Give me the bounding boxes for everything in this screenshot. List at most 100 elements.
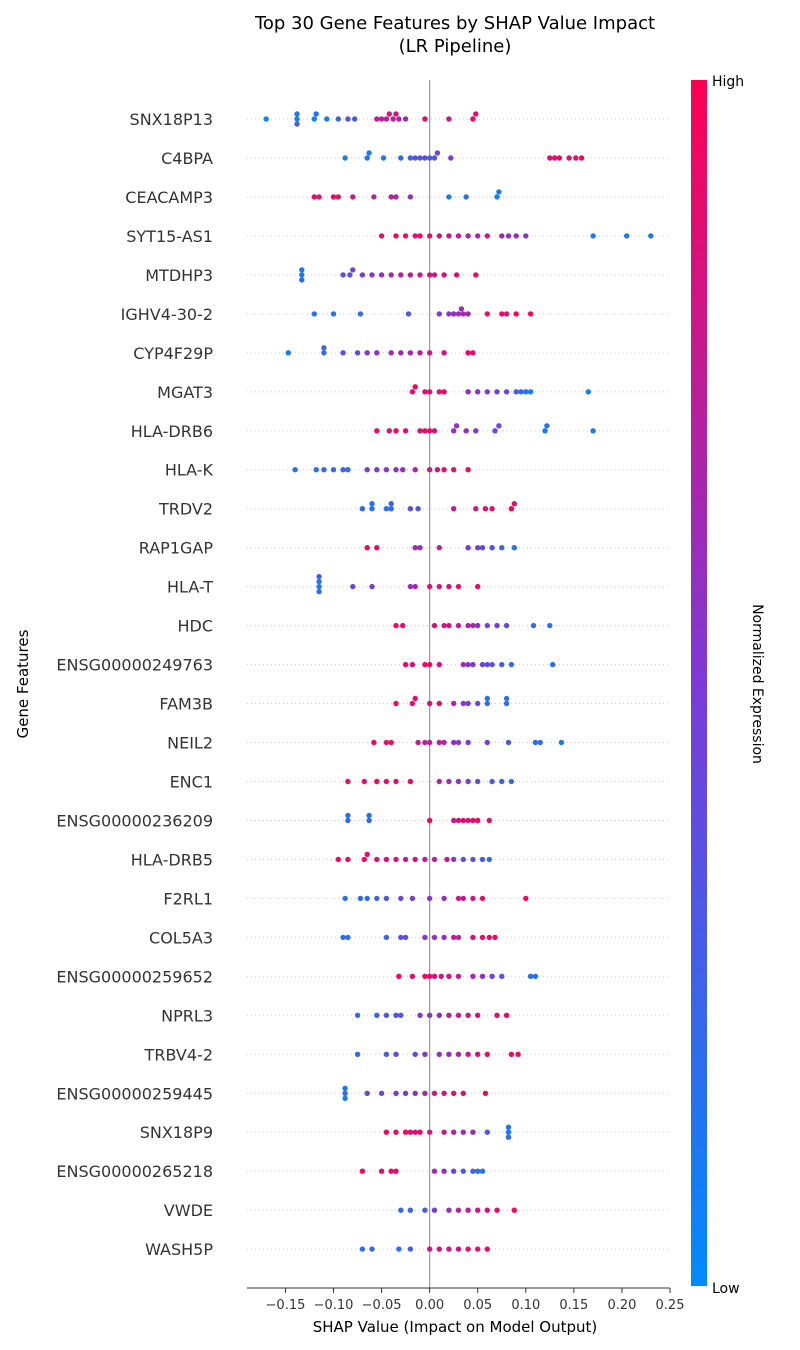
shap-point (479, 973, 486, 979)
shap-point (374, 856, 380, 863)
shap-point (383, 778, 390, 785)
shap-point (451, 1168, 457, 1174)
shap-point (398, 1207, 404, 1213)
shap-point (441, 739, 447, 746)
shap-point (451, 506, 457, 512)
shap-point (527, 389, 534, 395)
shap-point (446, 1246, 452, 1252)
feature-label: TRBV4-2 (144, 1045, 213, 1064)
shap-point (263, 116, 269, 122)
shap-point (489, 545, 495, 551)
shap-point (463, 194, 469, 200)
shap-point (431, 155, 438, 161)
shap-point (484, 233, 490, 239)
shap-point (412, 1051, 418, 1058)
x-tick-label: 0.25 (656, 1298, 685, 1313)
shap-point (460, 1168, 466, 1174)
shap-point (412, 856, 418, 863)
shap-point (446, 583, 452, 590)
shap-point (427, 1246, 433, 1252)
shap-point (294, 121, 300, 127)
shap-point (422, 389, 428, 395)
shap-point (489, 506, 495, 512)
shap-point (473, 272, 479, 278)
shap-point (499, 233, 505, 239)
shap-point (374, 467, 380, 473)
shap-point (409, 895, 416, 902)
shap-point (508, 1051, 515, 1058)
shap-point (465, 700, 471, 707)
shap-point (484, 695, 490, 702)
shap-point (431, 428, 438, 434)
shap-point (407, 1129, 414, 1135)
feature-label: ENSG00000259652 (56, 967, 213, 986)
shap-point (460, 311, 466, 317)
shap-point (494, 622, 500, 629)
shap-point (299, 267, 305, 273)
shap-point (470, 661, 476, 668)
shap-point (427, 973, 433, 979)
feature-label: WASH5P (145, 1240, 213, 1259)
shap-point (359, 272, 366, 278)
feature-label: IGHV4-30-2 (121, 305, 213, 324)
feature-label: CEACAMP3 (125, 188, 213, 207)
x-tick-label: 0.10 (511, 1298, 540, 1313)
shap-point (383, 739, 390, 746)
shap-point (470, 973, 476, 979)
shap-point (393, 1090, 399, 1097)
x-tick-label: 0.05 (463, 1298, 492, 1313)
shap-point (470, 934, 476, 941)
shap-point (427, 155, 433, 161)
shap-point (340, 467, 346, 473)
shap-point (393, 622, 399, 629)
shap-point (475, 1051, 481, 1058)
shap-point (374, 1012, 380, 1018)
shap-point (417, 272, 423, 278)
shap-point (441, 1090, 447, 1097)
shap-point (386, 111, 392, 117)
shap-point (383, 506, 390, 512)
shap-point (499, 661, 505, 668)
shap-point (465, 545, 471, 551)
shap-point (342, 1090, 348, 1097)
shap-point (455, 1051, 462, 1058)
shap-point (453, 272, 460, 278)
shap-point (444, 856, 450, 863)
shap-point (470, 856, 476, 863)
shap-point (316, 578, 322, 585)
shap-point (455, 622, 462, 629)
shap-point (499, 778, 505, 785)
shap-point (364, 467, 370, 473)
shap-point (383, 1012, 390, 1018)
shap-point (455, 583, 462, 590)
shap-point (475, 1207, 481, 1213)
shap-point (427, 1129, 433, 1135)
shap-point (321, 467, 327, 473)
shap-point (547, 155, 553, 161)
shap-point (364, 350, 370, 356)
shap-point (357, 311, 364, 317)
shap-point (455, 311, 462, 317)
shap-point (412, 583, 418, 590)
shap-point (460, 1129, 466, 1135)
shap-point (479, 856, 486, 863)
feature-label: RAP1GAP (139, 539, 214, 558)
shap-point (441, 895, 447, 902)
shap-point (407, 194, 414, 200)
shap-point (475, 1246, 481, 1252)
shap-point (518, 389, 524, 395)
shap-point (505, 1124, 512, 1130)
x-tick-label: −0.15 (266, 1298, 306, 1313)
shap-point (508, 506, 515, 512)
shap-point (473, 111, 479, 117)
shap-point (371, 194, 377, 200)
shap-point (460, 661, 466, 668)
shap-point (451, 428, 457, 434)
feature-label: NEIL2 (167, 734, 213, 753)
shap-point (388, 1168, 394, 1174)
shap-point (441, 350, 447, 356)
shap-point (359, 1246, 366, 1252)
shap-point (427, 895, 433, 902)
shap-point (369, 501, 375, 507)
shap-point (422, 856, 428, 863)
